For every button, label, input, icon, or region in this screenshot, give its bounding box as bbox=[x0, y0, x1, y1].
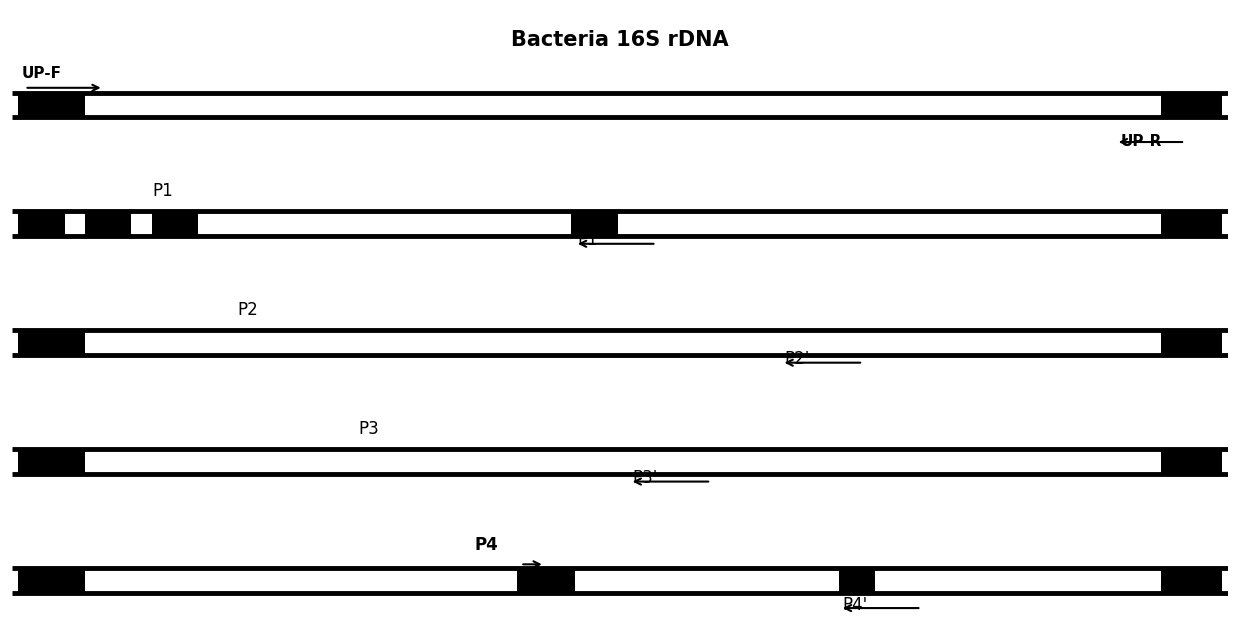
Bar bbox=[517, 568, 575, 593]
Bar bbox=[19, 568, 86, 593]
Bar bbox=[153, 211, 198, 236]
Text: P3': P3' bbox=[632, 469, 657, 488]
Text: P4': P4' bbox=[842, 596, 868, 614]
Text: UP-F: UP-F bbox=[22, 66, 62, 81]
Bar bbox=[86, 211, 131, 236]
Bar bbox=[19, 93, 86, 117]
Text: P1': P1' bbox=[578, 231, 603, 249]
Bar bbox=[19, 450, 86, 474]
Bar bbox=[838, 568, 875, 593]
Text: Bacteria 16S rDNA: Bacteria 16S rDNA bbox=[511, 30, 729, 50]
Bar bbox=[19, 330, 86, 355]
Bar bbox=[1161, 211, 1221, 236]
Bar bbox=[1161, 330, 1221, 355]
Bar bbox=[1161, 450, 1221, 474]
Text: P3: P3 bbox=[358, 420, 379, 438]
Bar bbox=[572, 211, 618, 236]
Text: P2: P2 bbox=[237, 301, 258, 319]
Bar bbox=[1161, 568, 1221, 593]
Text: P1: P1 bbox=[153, 182, 172, 200]
Text: UP-R: UP-R bbox=[1121, 134, 1162, 149]
Text: P2': P2' bbox=[784, 350, 810, 368]
Bar bbox=[19, 211, 64, 236]
Bar bbox=[1161, 93, 1221, 117]
Text: P4: P4 bbox=[474, 536, 498, 554]
